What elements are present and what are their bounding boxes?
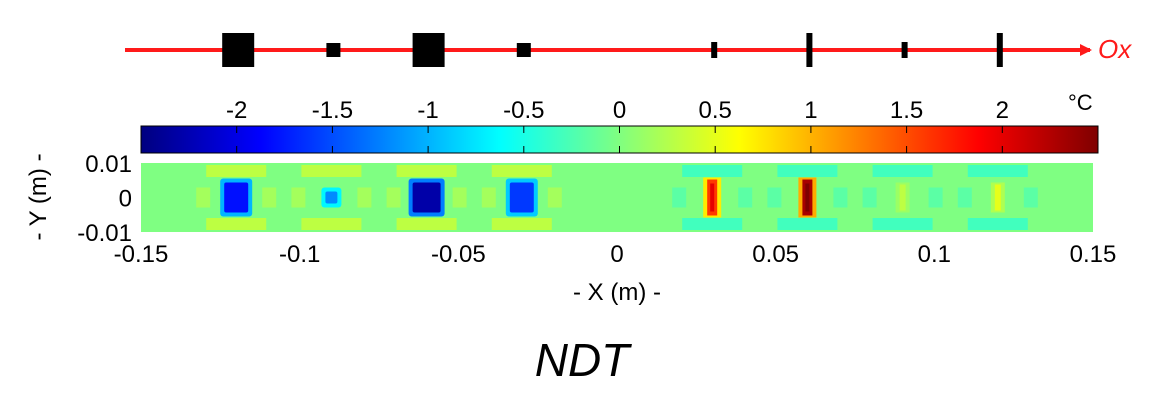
defect-marker [222,33,255,67]
x-tick-label: 0 [610,241,623,268]
defect-marker [412,33,445,67]
x-tick-label: -0.05 [431,241,486,268]
heatmap-background [141,163,1093,232]
defect-marker [901,42,908,58]
colorbar: -2 -1.5 -1 -0.5 0 0.5 1 1.5 2 °C [140,90,1099,154]
colorbar-tick-label: -0.5 [503,97,544,124]
defect-marker [711,42,718,58]
colorbar-tick-label: -2 [226,97,247,124]
heatmap-plot: -0.15 -0.1 -0.05 0 0.05 0.1 0.15 0.01 0 -0.01 - … [25,151,1116,306]
heatmap-anomaly [291,165,372,230]
colorbar-tick-label: 0 [613,97,626,124]
defect-markers [222,33,1003,67]
heatmap-anomaly [957,165,1038,230]
heatmap-anomaly [481,165,562,230]
defect-marker [806,33,813,67]
y-tick-label: -0.01 [77,220,132,247]
y-axis-title: - Y (m) - [25,153,52,240]
x-axis-ticks: -0.15 -0.1 -0.05 0 0.05 0.1 0.15 [114,241,1117,268]
defect-marker [326,43,341,57]
x-tick-label: -0.15 [114,241,169,268]
heatmap-anomaly [672,165,753,230]
heatmap-anomaly [386,165,467,230]
x-tick-label: 0.05 [752,241,799,268]
x-tick-label: 0.15 [1070,241,1117,268]
heatmap-anomaly [862,165,943,230]
colorbar-ticks: -2 -1.5 -1 -0.5 0 0.5 1 1.5 2 [226,97,1009,153]
defect-marker [516,43,531,57]
y-tick-label: 0.01 [85,151,132,178]
specimen-schematic: Ox [125,33,1132,67]
heatmap-anomalies [196,165,1038,230]
figure-caption: NDT [535,334,632,386]
colorbar-tick-label: 1.5 [890,97,923,124]
defect-marker [996,33,1003,67]
heatmap-anomaly [767,165,848,230]
y-axis-ticks: 0.01 0 -0.01 [77,151,132,247]
colorbar-unit: °C [1068,90,1093,115]
x-tick-label: -0.1 [279,241,320,268]
colorbar-tick-label: 1 [804,97,817,124]
y-tick-label: 0 [119,186,132,213]
colorbar-tick-label: 0.5 [699,97,732,124]
colorbar-tick-label: 2 [996,97,1009,124]
colorbar-tick-label: -1.5 [312,97,353,124]
x-axis-title: - X (m) - [573,279,661,306]
x-tick-label: 0.1 [918,241,951,268]
colorbar-tick-label: -1 [417,97,438,124]
heatmap-anomaly [196,165,277,230]
ox-axis-label: Ox [1098,34,1132,64]
